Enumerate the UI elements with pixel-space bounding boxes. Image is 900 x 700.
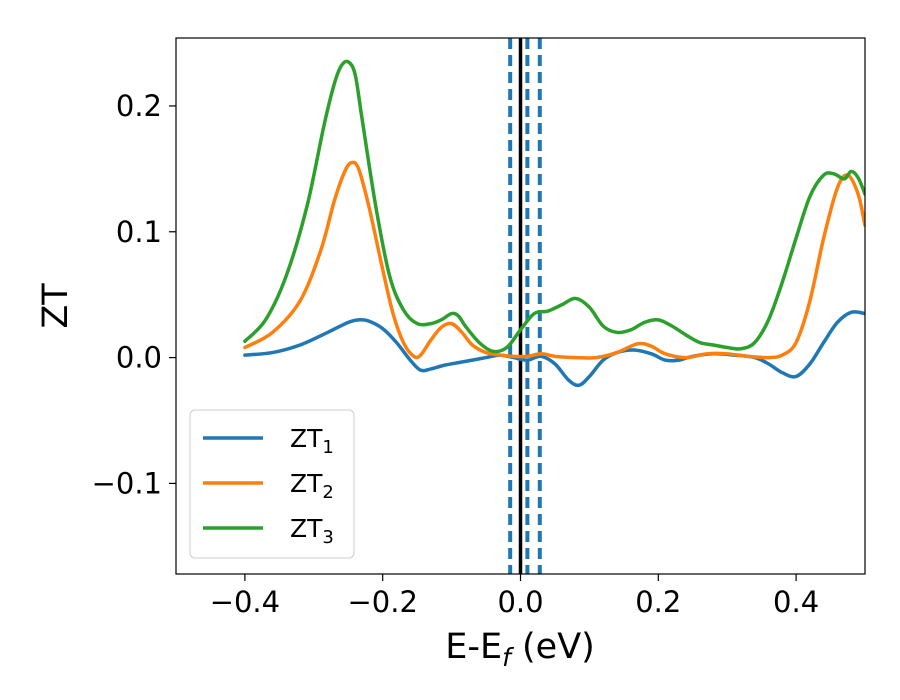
y-tick-label: 0.2: [116, 89, 162, 123]
y-tick-label: −0.1: [92, 466, 162, 500]
series-lines: [243, 59, 865, 388]
x-axis-label-unit: (eV): [511, 627, 595, 667]
y-axis-ticks: −0.1 0.0 0.1 0.2: [92, 89, 176, 500]
series-line-zt2: [243, 160, 865, 360]
x-tick-label: 0.4: [773, 585, 819, 619]
x-axis-label: E-Ef (eV): [445, 627, 595, 672]
x-tick-label: −0.4: [210, 585, 280, 619]
x-axis-ticks: −0.4 −0.2 0.0 0.2 0.4: [210, 574, 819, 619]
y-tick-label: 0.0: [116, 341, 162, 375]
x-tick-label: 0.2: [635, 585, 681, 619]
reference-lines: [508, 38, 542, 574]
y-axis-label: ZT: [36, 283, 76, 329]
legend-label-zt3: ZT3: [290, 514, 334, 548]
x-tick-label: 0.0: [497, 585, 543, 619]
series-line-zt3: [243, 59, 865, 354]
x-tick-label: −0.2: [347, 585, 417, 619]
y-tick-label: 0.1: [116, 215, 162, 249]
legend-label-zt1: ZT1: [290, 424, 334, 458]
x-axis-label-main: E-E: [445, 627, 502, 667]
legend-box: [189, 409, 355, 559]
series-line-zt1: [243, 310, 865, 388]
legend: ZT1 ZT2 ZT3: [189, 409, 355, 559]
legend-label-zt2: ZT2: [290, 469, 334, 503]
